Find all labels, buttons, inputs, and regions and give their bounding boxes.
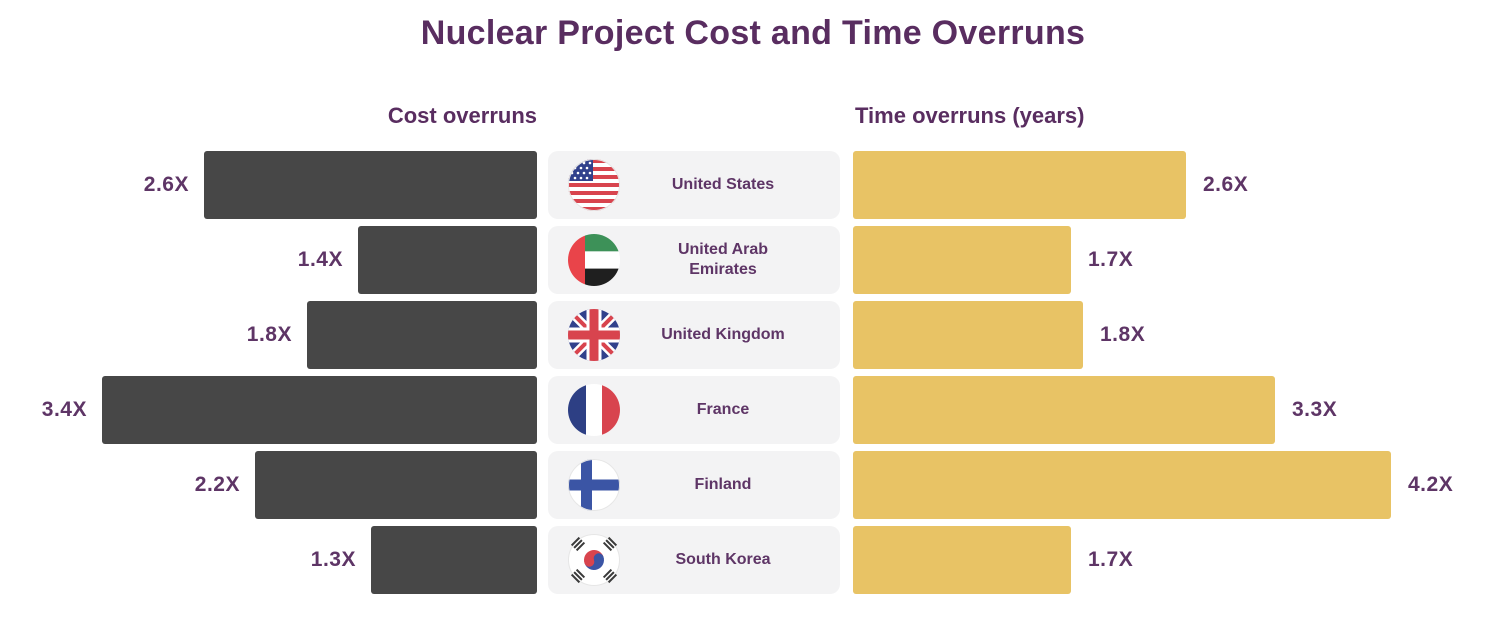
time-value-label: 4.2X	[1408, 473, 1454, 496]
uk-flag-icon	[568, 309, 620, 361]
cost-value-label: 1.8X	[246, 323, 292, 346]
time-bar	[853, 451, 1391, 519]
time-column-header: Time overruns (years)	[855, 103, 1085, 128]
cost-bar	[307, 301, 537, 369]
table-row: 2.2X	[0, 451, 1506, 519]
cost-value-label: 1.3X	[310, 548, 356, 571]
cost-bar	[371, 526, 537, 594]
country-pill: United States	[548, 151, 840, 219]
time-value-label: 1.7X	[1088, 548, 1134, 571]
country-pill: South Korea	[548, 526, 840, 594]
country-label: Finland	[694, 476, 752, 493]
finland-flag-icon	[568, 459, 620, 511]
column-headers: Cost overruns Time overruns (years)	[0, 103, 1506, 129]
time-bar	[853, 151, 1186, 219]
country-pill: United Arab Emirates	[548, 226, 840, 294]
country-pill: France	[548, 376, 840, 444]
cost-bar	[204, 151, 537, 219]
country-pill: United Kingdom	[548, 301, 840, 369]
cost-value-label: 1.4X	[297, 248, 343, 271]
south-korea-flag-icon	[568, 534, 620, 586]
time-bar	[853, 526, 1071, 594]
cost-column-header: Cost overruns	[387, 103, 537, 128]
france-flag-icon	[568, 384, 620, 436]
country-pill: Finland	[548, 451, 840, 519]
table-row: 1.3X	[0, 526, 1506, 594]
chart-rows: 2.6X	[0, 151, 1506, 594]
time-value-label: 1.8X	[1100, 323, 1146, 346]
time-bar	[853, 301, 1083, 369]
uae-flag-icon	[568, 234, 620, 286]
country-label: United Arab Emirates	[677, 241, 769, 278]
time-bar	[853, 226, 1071, 294]
cost-value-label: 2.6X	[143, 173, 189, 196]
time-value-label: 1.7X	[1088, 248, 1134, 271]
country-label: United Kingdom	[661, 326, 785, 343]
country-label: France	[696, 401, 750, 418]
country-label: South Korea	[675, 551, 771, 568]
cost-value-label: 3.4X	[41, 398, 87, 421]
cost-bar	[358, 226, 537, 294]
time-value-label: 3.3X	[1292, 398, 1338, 421]
cost-value-label: 2.2X	[194, 473, 240, 496]
table-row: 2.6X	[0, 151, 1506, 219]
chart-title: Nuclear Project Cost and Time Overruns	[420, 14, 1086, 52]
time-value-label: 2.6X	[1203, 173, 1249, 196]
us-flag-icon	[568, 159, 620, 211]
table-row: 3.4X France	[0, 376, 1506, 444]
time-bar	[853, 376, 1275, 444]
country-label: United States	[671, 176, 775, 193]
table-row: 1.4X	[0, 226, 1506, 294]
infographic: Nuclear Project Cost and Time Overruns C…	[0, 14, 1506, 642]
cost-bar	[255, 451, 537, 519]
table-row: 1.8X	[0, 301, 1506, 369]
cost-bar	[102, 376, 537, 444]
